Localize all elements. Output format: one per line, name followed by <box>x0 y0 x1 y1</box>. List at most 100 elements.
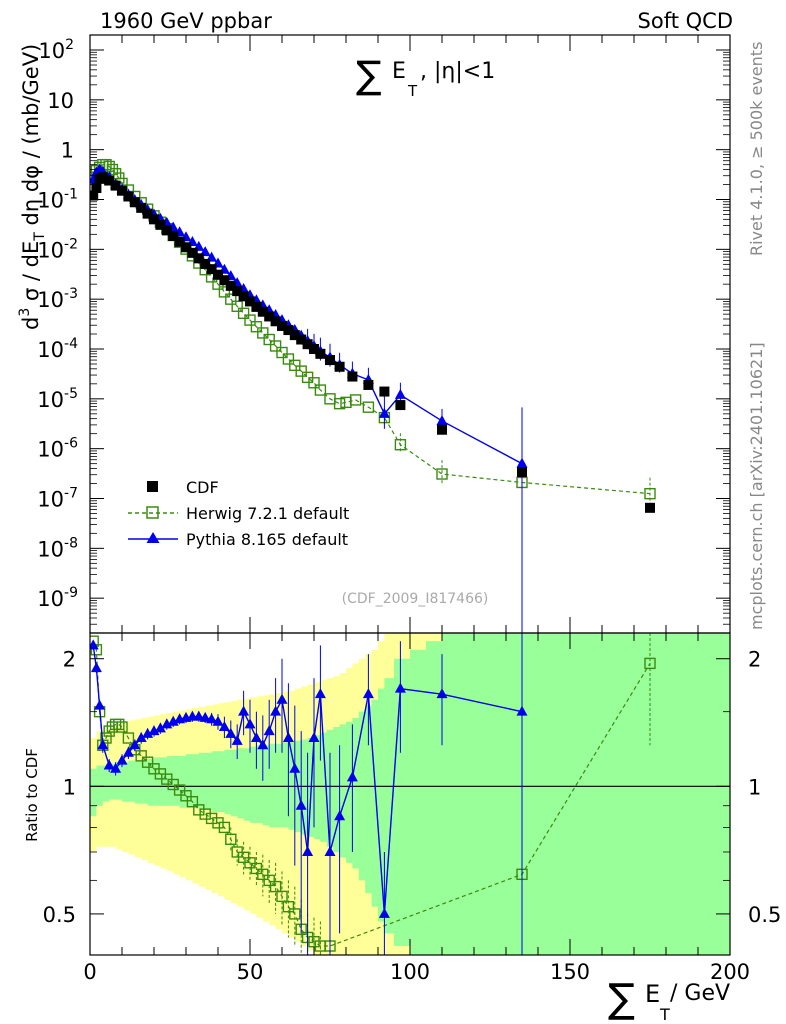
herwig-point <box>244 314 256 326</box>
cdf-point <box>213 269 223 280</box>
x-axis-label: ∑ E T / GeV <box>608 976 730 1024</box>
ratio-herwig-point <box>103 725 115 737</box>
cdf-point <box>129 197 140 208</box>
cdf-point <box>136 202 147 213</box>
cdf-point <box>325 355 335 366</box>
ratio-herwig-point <box>269 880 282 893</box>
cdf-point <box>257 306 268 317</box>
ylabel-tail: dη dφ / (mb/GeV) <box>19 44 43 232</box>
herwig-point <box>269 340 282 352</box>
pythia-line <box>92 168 523 465</box>
main-y-tick-label: 1 <box>61 139 74 163</box>
cdf-point <box>161 225 172 236</box>
ratio-herwig-point <box>122 732 135 744</box>
herwig-point <box>282 353 295 365</box>
main-y-tick-label: 10-9 <box>37 585 78 611</box>
ratio-herwig-point <box>250 862 263 875</box>
xlabel-t: T <box>659 1005 670 1024</box>
ratio-y-axis-label: Ratio to CDF <box>23 748 41 842</box>
ratio-pythia-point <box>302 845 314 856</box>
process-label: Soft QCD <box>638 9 733 33</box>
ratio-herwig-line <box>92 640 651 947</box>
cdf-point <box>302 339 313 350</box>
ratio-herwig-point <box>180 790 192 802</box>
herwig-point <box>263 333 275 346</box>
ratio-pythia-point <box>148 725 160 736</box>
ylabel-sup: 3 <box>17 308 33 317</box>
ratio-herwig-point <box>100 732 112 744</box>
ratio-pythia-point <box>257 739 269 750</box>
cdf-point <box>110 180 121 191</box>
cdf-point <box>117 185 127 196</box>
energy-label: 1960 GeV ppbar <box>100 9 272 33</box>
ylabel-sub: T <box>32 232 48 242</box>
ratio-pythia-point <box>225 727 237 738</box>
ylabel-mid: σ / dE <box>19 241 43 308</box>
ratio-pythia-point <box>116 754 128 765</box>
herwig-point <box>250 321 263 333</box>
legend-marker-pythia <box>146 532 160 543</box>
ratio-y-tick-label-right: 0.5 <box>748 903 781 927</box>
cdf-point <box>104 175 115 186</box>
cdf-point <box>315 348 326 359</box>
xlabel-rest: / GeV <box>670 981 730 1006</box>
cdf-point <box>193 253 204 264</box>
cdf-point <box>264 311 275 322</box>
ratio-pythia-point <box>289 762 301 773</box>
herwig-point <box>257 327 269 339</box>
ratio-pythia-point <box>103 759 115 770</box>
cdf-point <box>90 190 99 201</box>
herwig-point <box>394 439 407 451</box>
xlabel-sum-symbol: ∑ <box>608 976 635 1022</box>
main-y-tick-label: 10-3 <box>37 286 78 312</box>
ratio-pythia-point <box>129 739 141 750</box>
herwig-point <box>289 359 301 372</box>
ratio-herwig-point <box>218 821 231 834</box>
cdf-point <box>232 286 243 297</box>
main-y-tick-label: 10 <box>47 89 74 113</box>
ratio-herwig-point <box>257 868 269 881</box>
ratio-herwig-point <box>90 644 103 656</box>
ratio-pythia-point <box>346 771 358 782</box>
ratio-pythia-point <box>394 682 406 693</box>
herwig-point <box>362 401 375 413</box>
ratio-herwig-point <box>135 750 147 762</box>
ratio-y-tick-label-left: 1 <box>63 775 76 799</box>
ratio-pythia-point <box>378 907 390 918</box>
main-y-tick-label: 10-4 <box>37 336 78 362</box>
ratio-pythia-point <box>314 688 326 699</box>
cdf-point <box>379 386 390 397</box>
herwig-point <box>225 293 237 305</box>
ratio-pythia-point <box>270 705 282 716</box>
ratio-y-tick-label-left: 0.5 <box>43 903 76 927</box>
ratio-herwig-point <box>141 756 154 768</box>
xlabel-e: E <box>645 980 660 1008</box>
x-tick-label: 50 <box>237 960 264 984</box>
herwig-point <box>333 397 346 410</box>
cdf-point <box>334 361 345 372</box>
ratio-pythia-point <box>308 732 320 743</box>
ratio-pythia-point <box>295 799 307 810</box>
ratio-pythia-point <box>94 699 106 710</box>
mcplots-label: mcplots.cern.ch [arXiv:2401.10621] <box>747 342 766 630</box>
title-t: T <box>407 82 418 100</box>
ylabel-d: d <box>19 317 43 330</box>
ratio-herwig-point <box>289 908 301 920</box>
ratio-pythia-point <box>212 715 224 726</box>
ratio-pythia-point <box>334 810 346 821</box>
cdf-point <box>395 400 406 411</box>
cdf-point <box>238 291 249 302</box>
ratio-herwig-point <box>263 874 275 887</box>
ratio-pythia-point <box>90 662 102 673</box>
analysis-id-label: (CDF_2009_I817466) <box>342 591 489 607</box>
ratio-pythia-point <box>142 727 154 738</box>
legend-label-herwig: Herwig 7.2.1 default <box>186 504 349 523</box>
herwig-point <box>308 377 320 389</box>
ratio-pythia-point <box>193 710 205 721</box>
main-y-tick-label: 10-5 <box>37 386 78 412</box>
ratio-pythia-point <box>135 732 147 743</box>
ratio-pythia-point <box>154 722 166 733</box>
herwig-point <box>276 346 288 359</box>
main-y-tick-label: 10-1 <box>37 187 78 213</box>
